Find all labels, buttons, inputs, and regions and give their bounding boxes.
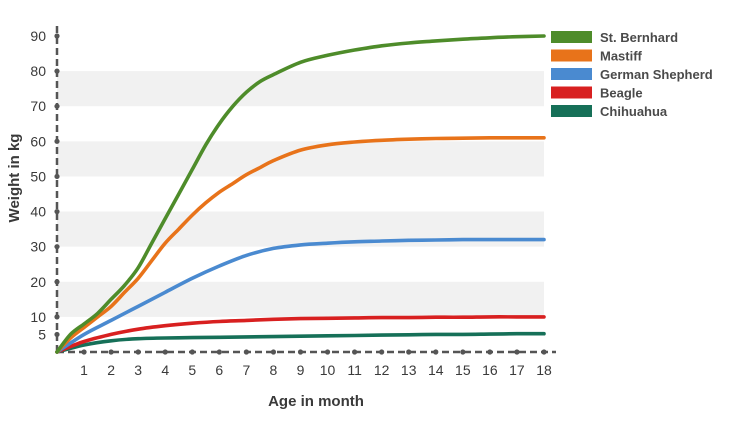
x-tick-label: 7 (242, 362, 250, 378)
x-tick-label: 5 (188, 362, 196, 378)
x-tick-label: 2 (107, 362, 115, 378)
x-tick-label: 12 (374, 362, 390, 378)
x-tick-mark (297, 349, 304, 355)
y-tick-mark (54, 314, 60, 320)
x-tick-mark (514, 349, 520, 355)
y-tick-label: 30 (30, 239, 46, 255)
series-line (55, 237, 546, 354)
y-tick-mark (54, 244, 60, 250)
x-tick-label: 13 (401, 362, 417, 378)
y-tick-label: 20 (30, 274, 46, 290)
x-tick-mark (433, 349, 439, 355)
series-lines (55, 34, 546, 354)
series-line (55, 34, 546, 354)
x-tick-mark (135, 349, 141, 355)
legend-swatch (551, 49, 592, 62)
legend-label: German Shepherd (600, 67, 713, 82)
y-axis-ticks: 510 20 30 40 50 60 70 80 90 (30, 28, 60, 342)
y-axis-title: Weight in kg (6, 134, 23, 223)
x-tick-mark (460, 349, 466, 355)
y-tick-label: 40 (30, 204, 46, 220)
y-tick-mark (54, 138, 60, 144)
y-tick-label: 90 (30, 28, 46, 44)
grid-band (57, 71, 544, 107)
legend-swatch (551, 68, 592, 80)
y-tick-mark (54, 279, 60, 285)
legend: St. Bernhard Mastiff German Shepherd Beagle… (551, 30, 713, 119)
x-tick-label: 6 (215, 362, 223, 378)
grid-bands (57, 71, 544, 317)
y-tick-mark (54, 331, 60, 338)
x-tick-label: 15 (455, 362, 471, 378)
grid-band (57, 211, 544, 247)
y-tick-mark (54, 68, 60, 74)
x-tick-label: 16 (482, 362, 498, 378)
legend-label: St. Bernhard (600, 30, 678, 45)
y-tick-mark (54, 103, 60, 109)
y-tick-mark (54, 173, 60, 180)
series-line (55, 331, 546, 354)
x-tick-label: 10 (320, 362, 336, 378)
x-tick-mark (487, 349, 493, 355)
legend-label: Beagle (600, 86, 643, 101)
x-axis-ticks: 1 2 3 4 5 6 7 8 9 10 11 12 13 14 15 16 17 18 (80, 349, 552, 378)
grid-band (57, 141, 544, 177)
y-tick-mark (54, 33, 60, 39)
x-tick-label: 14 (428, 362, 444, 378)
x-tick-label: 17 (509, 362, 525, 378)
x-tick-label: 8 (270, 362, 278, 378)
x-tick-label: 1 (80, 362, 88, 378)
x-tick-mark (243, 349, 249, 355)
x-tick-mark (162, 349, 168, 355)
x-tick-label: 18 (536, 362, 552, 378)
y-tick-label: 10 (30, 309, 46, 325)
x-tick-label: 3 (134, 362, 142, 378)
legend-label: Mastiff (600, 49, 643, 64)
x-tick-label: 11 (347, 362, 362, 378)
y-tick-label: 5 (38, 326, 46, 342)
x-tick-mark (81, 349, 87, 355)
legend-label: Chihuahua (600, 104, 668, 119)
y-tick-label: 50 (30, 168, 46, 184)
y-tick-label: 60 (30, 133, 46, 149)
grid-band (57, 281, 544, 317)
x-tick-label: 4 (161, 362, 169, 378)
y-tick-label: 70 (30, 98, 46, 114)
legend-swatch (551, 31, 592, 43)
x-tick-mark (352, 349, 358, 355)
y-tick-mark (54, 208, 60, 215)
x-tick-mark (270, 349, 277, 355)
x-axis-title: Age in month (268, 393, 364, 410)
x-tick-label: 9 (297, 362, 305, 378)
series-line (55, 315, 546, 354)
x-tick-mark (379, 349, 385, 355)
legend-swatch (551, 105, 592, 117)
x-tick-mark (324, 349, 331, 355)
series-line (55, 136, 546, 354)
x-tick-mark (406, 349, 412, 355)
x-tick-mark (216, 349, 222, 355)
legend-swatch (551, 86, 592, 99)
x-tick-mark (108, 349, 114, 355)
x-tick-mark (189, 349, 195, 355)
y-tick-label: 80 (30, 63, 46, 79)
x-tick-mark (541, 349, 547, 355)
